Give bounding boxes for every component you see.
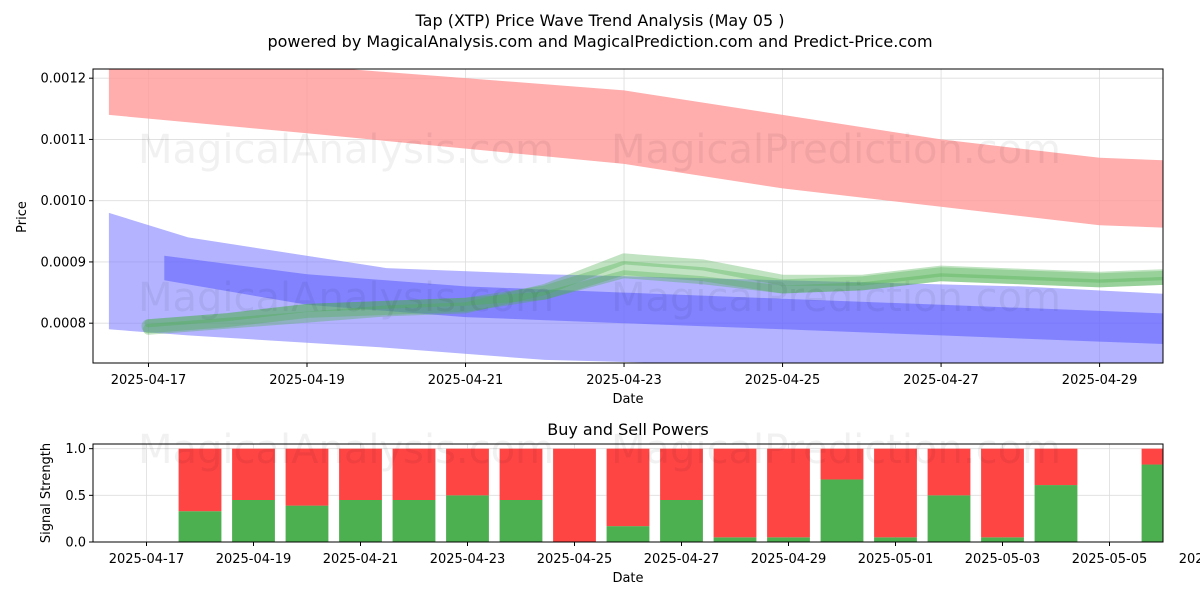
buy-bar <box>713 537 757 542</box>
price-x-tick-label: 2025-04-25 <box>745 373 821 388</box>
price-y-tick-label: 0.0009 <box>41 255 87 270</box>
buy-bar <box>178 511 222 542</box>
price-y-axis: 0.0008 0.0009 0.0010 0.0011 0.0012 <box>41 72 93 332</box>
sell-bar <box>232 448 275 500</box>
buy-bar <box>820 479 864 542</box>
price-x-axis-label: Date <box>612 392 643 407</box>
green-wave-3 <box>144 270 1163 328</box>
sell-bar <box>499 448 543 500</box>
blue-narrow-band <box>164 255 1163 345</box>
buy-bar <box>446 495 489 542</box>
price-y-tick-label: 0.0011 <box>41 133 87 148</box>
buy-bar <box>232 500 275 542</box>
sell-bar <box>660 448 703 500</box>
buy-bar <box>339 500 382 542</box>
price-plot-frame <box>92 68 1164 364</box>
sell-bar <box>285 448 329 506</box>
buy-bar <box>1141 464 1163 542</box>
watermark-bottom-left: MagicalAnalysis.com <box>138 427 554 473</box>
buy-bar <box>660 500 703 542</box>
buy-bar <box>874 537 917 542</box>
price-panel: MagicalAnalysis.com MagicalPrediction.co… <box>15 68 1164 407</box>
buy-bar <box>285 505 329 542</box>
price-x-tick-label: 2025-04-27 <box>903 373 979 388</box>
buy-bar <box>392 500 436 542</box>
price-x-axis: 2025-04-17 2025-04-19 2025-04-21 2025-04-23… <box>111 363 1138 388</box>
sell-bar <box>446 448 489 496</box>
price-y-axis-label: Price <box>15 201 30 233</box>
signal-x-tick-label: 2025-05-07 <box>1179 552 1200 567</box>
signal-plot-frame <box>92 443 1164 543</box>
price-bands <box>108 69 1163 363</box>
price-x-tick-label: 2025-04-23 <box>586 373 662 388</box>
signal-y-tick-label: 0.0 <box>65 536 86 551</box>
signal-chart-title: Buy and Sell Powers <box>547 420 709 439</box>
signal-x-tick-label: 2025-05-05 <box>1072 552 1148 567</box>
buy-bar <box>499 500 543 542</box>
sell-bar <box>178 448 222 512</box>
signal-x-tick-label: 2025-04-23 <box>430 552 506 567</box>
red-upper-band <box>108 69 1163 228</box>
signal-x-tick-label: 2025-05-01 <box>858 552 934 567</box>
sell-bar <box>606 448 650 527</box>
watermark-mid-right: MagicalPrediction.com <box>611 275 1061 321</box>
price-x-tick-label: 2025-04-29 <box>1062 373 1138 388</box>
buy-bar <box>981 537 1024 542</box>
price-x-tick-label: 2025-04-17 <box>111 373 187 388</box>
chart-title-line2: powered by MagicalAnalysis.com and Magic… <box>267 32 932 51</box>
sell-bar <box>767 448 810 538</box>
green-wave-1 <box>141 261 1163 334</box>
green-wave-2 <box>143 253 1163 335</box>
price-y-tick-label: 0.0008 <box>41 317 87 332</box>
watermark-bottom-right: MagicalPrediction.com <box>611 427 1061 473</box>
price-x-tick-label: 2025-04-21 <box>428 373 504 388</box>
watermark-top-right: MagicalPrediction.com <box>611 127 1061 173</box>
signal-x-tick-label: 2025-04-17 <box>109 552 185 567</box>
signal-x-tick-label: 2025-04-25 <box>537 552 613 567</box>
watermark-mid-left: MagicalAnalysis.com <box>138 275 554 321</box>
signal-x-axis-label: Date <box>612 571 643 586</box>
signal-x-tick-label: 2025-04-19 <box>216 552 292 567</box>
signal-y-axis: 0.0 0.5 1.0 <box>65 442 93 551</box>
signal-panel: Buy and Sell Powers MagicalAnalysis.com … <box>39 420 1200 586</box>
sell-bar <box>553 448 596 542</box>
signal-y-tick-label: 0.5 <box>65 489 86 504</box>
price-y-tick-label: 0.0010 <box>41 194 87 209</box>
signal-x-axis: 2025-04-17 2025-04-19 2025-04-21 2025-04-23… <box>109 542 1200 567</box>
buy-bar <box>606 526 650 542</box>
sell-bar <box>392 448 436 500</box>
sell-bar <box>981 448 1024 538</box>
price-waves <box>141 253 1163 335</box>
price-x-tick-label: 2025-04-19 <box>269 373 345 388</box>
signal-x-tick-label: 2025-04-27 <box>644 552 720 567</box>
signal-x-tick-label: 2025-04-21 <box>323 552 399 567</box>
signal-x-tick-label: 2025-05-03 <box>965 552 1041 567</box>
sell-bar <box>874 448 917 538</box>
sell-bar <box>339 448 382 500</box>
sell-bar <box>1141 448 1163 465</box>
sell-bar <box>820 448 864 480</box>
sell-bar <box>1034 448 1078 486</box>
chart-title-line1: Tap (XTP) Price Wave Trend Analysis (May… <box>415 11 785 30</box>
signal-x-tick-label: 2025-04-29 <box>751 552 827 567</box>
buy-bar <box>927 495 971 542</box>
price-y-tick-label: 0.0012 <box>41 72 87 87</box>
sell-bar <box>927 448 971 496</box>
watermark-top-left: MagicalAnalysis.com <box>138 127 554 173</box>
signal-y-axis-label: Signal Strength <box>39 443 54 543</box>
buy-bar <box>767 537 810 542</box>
signal-y-tick-label: 1.0 <box>65 442 86 457</box>
signal-bars <box>178 448 1163 542</box>
buy-bar <box>1034 485 1078 542</box>
sell-bar <box>713 448 757 538</box>
